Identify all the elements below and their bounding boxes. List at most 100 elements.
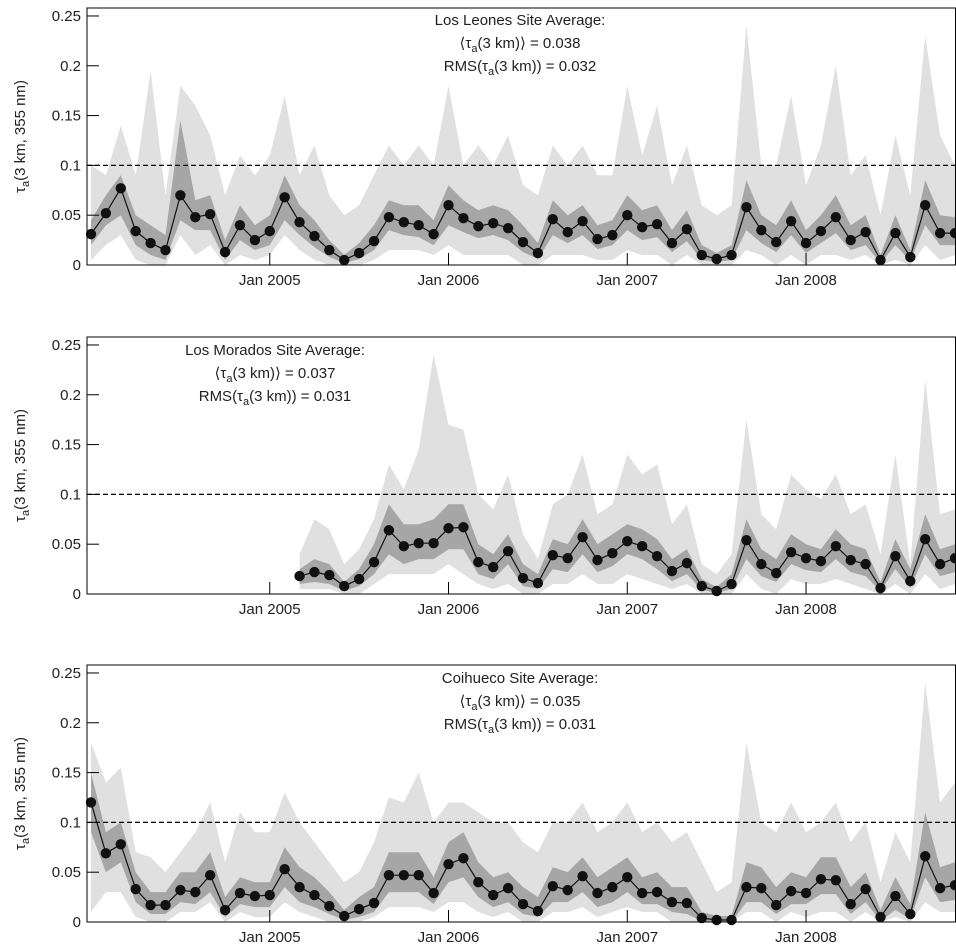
data-point	[651, 886, 663, 898]
data-point	[488, 889, 499, 901]
text-part: (3 km)⟩ = 0.037	[232, 365, 335, 382]
data-point	[190, 211, 201, 223]
data-point	[100, 208, 112, 219]
data-point	[160, 244, 171, 256]
data-point	[875, 254, 886, 266]
y-tick-label: 0	[73, 586, 81, 603]
data-point	[800, 237, 812, 249]
data-point	[428, 228, 439, 240]
data-point	[562, 552, 573, 564]
data-point	[85, 228, 97, 240]
text-part: ⟨τ	[460, 693, 472, 710]
rich-text: RMS(τa(3 km)) = 0.032	[444, 58, 597, 78]
data-point	[696, 912, 707, 924]
data-point	[860, 558, 871, 570]
data-point	[353, 903, 365, 915]
data-point	[622, 871, 633, 883]
data-point	[383, 525, 395, 536]
data-point	[726, 914, 737, 926]
text-part: Los Leones Site Average:	[435, 12, 606, 29]
y-tick-label: 0	[73, 257, 81, 274]
data-point	[339, 910, 350, 922]
data-point	[726, 249, 737, 261]
data-point	[845, 898, 856, 910]
data-point	[726, 578, 737, 590]
data-point	[592, 233, 603, 245]
y-tick-label: 0.2	[60, 387, 81, 404]
data-point	[949, 879, 956, 891]
data-point	[934, 558, 946, 570]
x-tick-label: Jan 2005	[239, 272, 301, 289]
rich-text: τa(3 km, 355 nm)	[12, 737, 32, 850]
x-tick-label: Jan 2005	[239, 929, 301, 946]
data-point	[741, 202, 752, 213]
data-point	[160, 899, 171, 911]
data-point	[651, 218, 663, 230]
data-point	[562, 884, 573, 896]
data-point	[324, 569, 335, 581]
data-point	[428, 887, 439, 899]
data-point	[890, 227, 901, 239]
data-point	[473, 876, 484, 888]
data-point	[890, 550, 901, 562]
data-point	[860, 226, 871, 238]
data-point	[368, 897, 380, 909]
y-tick-label: 0.15	[52, 765, 81, 782]
data-point	[577, 870, 588, 882]
subscript: a	[471, 43, 478, 55]
text-part: RMS(τ	[199, 388, 243, 405]
data-point	[949, 552, 956, 564]
y-tick-label: 0.05	[52, 864, 81, 881]
data-point	[234, 887, 246, 899]
data-point	[294, 570, 305, 582]
data-point	[115, 839, 126, 850]
panel: 0 0.05 0.1 0.15 0.2 0.25 Jan 2005 Jan 2006 Jan 2…	[12, 7, 956, 289]
data-point	[771, 236, 782, 248]
data-point	[696, 249, 707, 261]
data-point	[294, 216, 305, 228]
data-point	[711, 253, 722, 265]
data-point	[428, 537, 439, 549]
rich-text: Los Leones Site Average:	[435, 12, 606, 29]
x-tick-label: Jan 2008	[775, 929, 837, 946]
band	[91, 772, 955, 922]
data-point	[800, 887, 812, 899]
data-point	[458, 212, 469, 224]
data-point	[249, 234, 261, 246]
data-point	[190, 886, 201, 898]
data-point	[875, 911, 886, 923]
text-part: (3 km, 355 nm)	[12, 409, 29, 510]
data-point	[443, 859, 454, 870]
data-point	[517, 898, 529, 910]
data-point	[368, 235, 380, 247]
data-point	[920, 851, 931, 862]
rich-text: Los Morados Site Average:	[185, 342, 365, 359]
data-point	[562, 226, 573, 238]
y-tick-label: 0.05	[52, 207, 81, 224]
data-point	[771, 899, 782, 911]
text-part: ⟨τ	[215, 365, 227, 382]
data-point	[264, 225, 275, 237]
data-point	[413, 537, 424, 549]
data-point	[204, 869, 216, 881]
data-point	[607, 229, 618, 241]
data-point	[607, 547, 618, 559]
data-point	[636, 221, 648, 233]
data-point	[204, 208, 216, 220]
data-point	[398, 869, 410, 881]
data-point	[905, 575, 916, 587]
data-point	[830, 211, 842, 223]
data-point	[249, 890, 261, 902]
data-point	[413, 869, 424, 881]
data-point	[309, 889, 320, 901]
data-point	[175, 190, 186, 201]
data-point	[681, 897, 693, 909]
rich-text: ⟨τa(3 km)⟩ = 0.037	[215, 365, 336, 385]
y-tick-label: 0.2	[60, 58, 81, 75]
y-tick-label: 0.15	[52, 437, 81, 454]
data-point	[353, 573, 365, 585]
data-point	[547, 213, 558, 225]
data-point	[607, 881, 618, 893]
y-tick-label: 0.15	[52, 108, 81, 125]
data-point	[756, 882, 767, 894]
